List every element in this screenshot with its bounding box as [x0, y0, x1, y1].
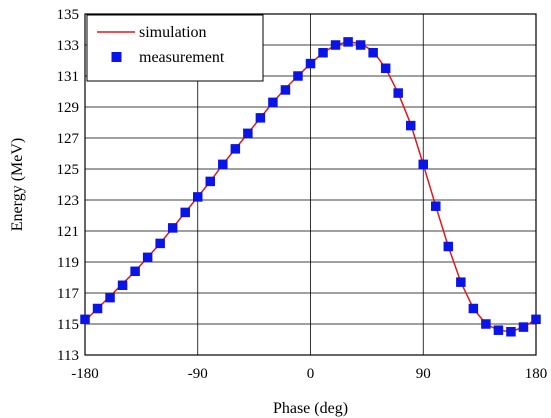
data-point-measurement: [230, 144, 241, 154]
data-point-measurement: [280, 85, 291, 95]
y-tick-label: 135: [57, 7, 80, 23]
y-tick-label: 119: [57, 255, 79, 271]
data-point-measurement: [105, 292, 115, 303]
data-point-measurement: [368, 48, 378, 58]
y-tick-label: 123: [57, 193, 80, 209]
y-axis-title: Energy (MeV): [9, 138, 26, 231]
x-tick-label: -90: [188, 366, 208, 382]
data-point-measurement: [518, 322, 529, 332]
data-point-measurement: [418, 159, 428, 170]
data-point-measurement: [330, 40, 341, 50]
data-point-measurement: [167, 223, 178, 233]
y-tick-label: 113: [57, 348, 79, 364]
data-point-measurement: [92, 303, 103, 314]
y-tick-label: 115: [57, 317, 79, 333]
data-point-measurement: [193, 192, 203, 202]
data-point-measurement: [481, 319, 491, 329]
data-point-measurement: [243, 128, 253, 139]
y-tick-label: 131: [57, 69, 80, 85]
x-axis-title: Phase (deg): [273, 400, 348, 417]
x-tick-label: 0: [307, 366, 315, 382]
y-tick-label: 121: [57, 224, 80, 240]
data-point-measurement: [318, 48, 328, 58]
data-point-measurement: [130, 266, 140, 277]
legend-marker-swatch: [111, 52, 122, 62]
legend-box: [86, 14, 264, 82]
data-point-measurement: [405, 120, 416, 131]
y-tick-label: 129: [57, 100, 80, 116]
data-point-measurement: [343, 37, 353, 47]
y-tick-label: 133: [57, 38, 80, 54]
data-point-measurement: [468, 303, 479, 314]
x-tick-label: 180: [525, 366, 548, 382]
x-tick-label: -180: [71, 366, 99, 382]
data-point-measurement: [380, 63, 391, 73]
legend-label-simulation: simulation: [139, 24, 207, 41]
data-point-measurement: [355, 40, 366, 50]
data-point-measurement: [218, 159, 228, 170]
data-point-measurement: [180, 207, 190, 218]
data-point-measurement: [205, 176, 216, 187]
y-tick-label: 117: [57, 286, 79, 302]
data-point-measurement: [117, 280, 128, 290]
y-tick-label: 127: [57, 131, 80, 147]
data-point-measurement: [268, 97, 278, 108]
data-point-measurement: [80, 314, 90, 325]
data-point-measurement: [393, 88, 403, 98]
plot-frame: [84, 13, 537, 356]
data-point-measurement: [493, 325, 504, 335]
data-point-measurement: [443, 241, 454, 252]
data-point-measurement: [155, 238, 165, 249]
data-point-measurement: [431, 201, 441, 211]
data-point-measurement: [506, 327, 516, 337]
data-point-measurement: [142, 252, 153, 263]
x-tick-label: 90: [416, 366, 431, 382]
data-point-measurement: [456, 277, 466, 287]
data-point-measurement: [305, 58, 316, 69]
data-point-measurement: [293, 71, 303, 81]
legend-label-measurement: measurement: [139, 49, 225, 66]
data-point-measurement: [255, 113, 266, 123]
y-tick-label: 125: [57, 162, 80, 178]
data-point-measurement: [531, 314, 541, 325]
